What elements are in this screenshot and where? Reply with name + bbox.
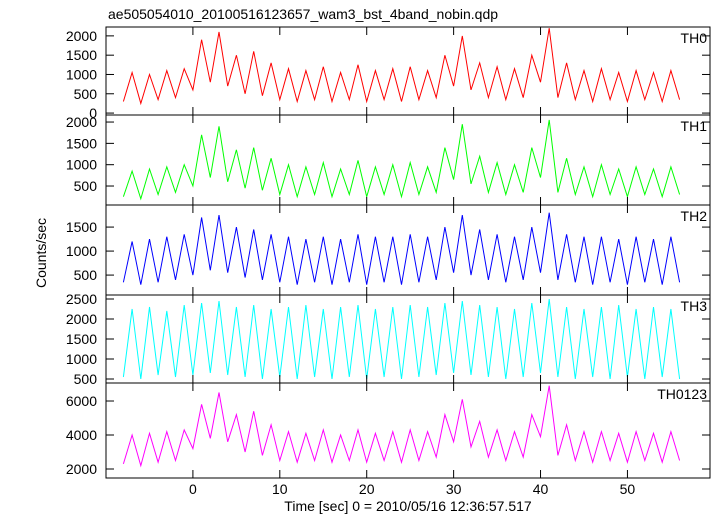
y-tick-label: 1000 <box>66 243 97 259</box>
y-tick-label: 2000 <box>66 461 97 477</box>
x-tick-label: 40 <box>533 481 549 497</box>
chart-title: ae505054010_20100516123657_wam3_bst_4ban… <box>108 6 498 22</box>
series-label: TH3 <box>681 298 708 314</box>
y-tick-label: 2500 <box>66 291 97 307</box>
y-tick-label: 500 <box>74 86 98 102</box>
y-tick-label: 6000 <box>66 393 97 409</box>
y-tick-label: 2000 <box>66 28 97 44</box>
y-axis-label: Counts/sec <box>33 218 49 288</box>
x-axis-label: Time [sec] 0 = 2010/05/16 12:36:57.517 <box>284 498 532 514</box>
y-tick-label: 500 <box>74 178 98 194</box>
data-line <box>122 298 681 380</box>
series-label: TH2 <box>681 208 708 224</box>
y-tick-label: 500 <box>74 267 98 283</box>
y-tick-label: 1000 <box>66 66 97 82</box>
x-tick-label: 10 <box>272 481 288 497</box>
y-tick-label: 1500 <box>66 135 97 151</box>
y-tick-label: 1000 <box>66 351 97 367</box>
y-tick-label: 2000 <box>66 114 97 130</box>
y-tick-label: 1500 <box>66 47 97 63</box>
panel-frame <box>105 114 711 206</box>
y-tick-label: 4000 <box>66 427 97 443</box>
series-label: TH0 <box>681 30 708 46</box>
series-label: TH1 <box>681 118 708 134</box>
x-tick-label: 30 <box>446 481 462 497</box>
y-tick-label: 2000 <box>66 311 97 327</box>
x-tick-label: 20 <box>359 481 375 497</box>
x-tick-label: 0 <box>189 481 197 497</box>
y-tick-label: 1000 <box>66 157 97 173</box>
y-tick-label: 0 <box>89 105 97 121</box>
data-line <box>122 28 681 106</box>
data-line <box>122 385 681 468</box>
y-tick-label: 1500 <box>66 331 97 347</box>
panel-frame <box>105 382 711 479</box>
x-tick-label: 50 <box>620 481 636 497</box>
data-line <box>122 212 681 285</box>
y-tick-label: 500 <box>74 371 98 387</box>
y-tick-label: 1500 <box>66 219 97 235</box>
series-label: TH0123 <box>657 386 707 402</box>
data-line <box>122 119 681 201</box>
